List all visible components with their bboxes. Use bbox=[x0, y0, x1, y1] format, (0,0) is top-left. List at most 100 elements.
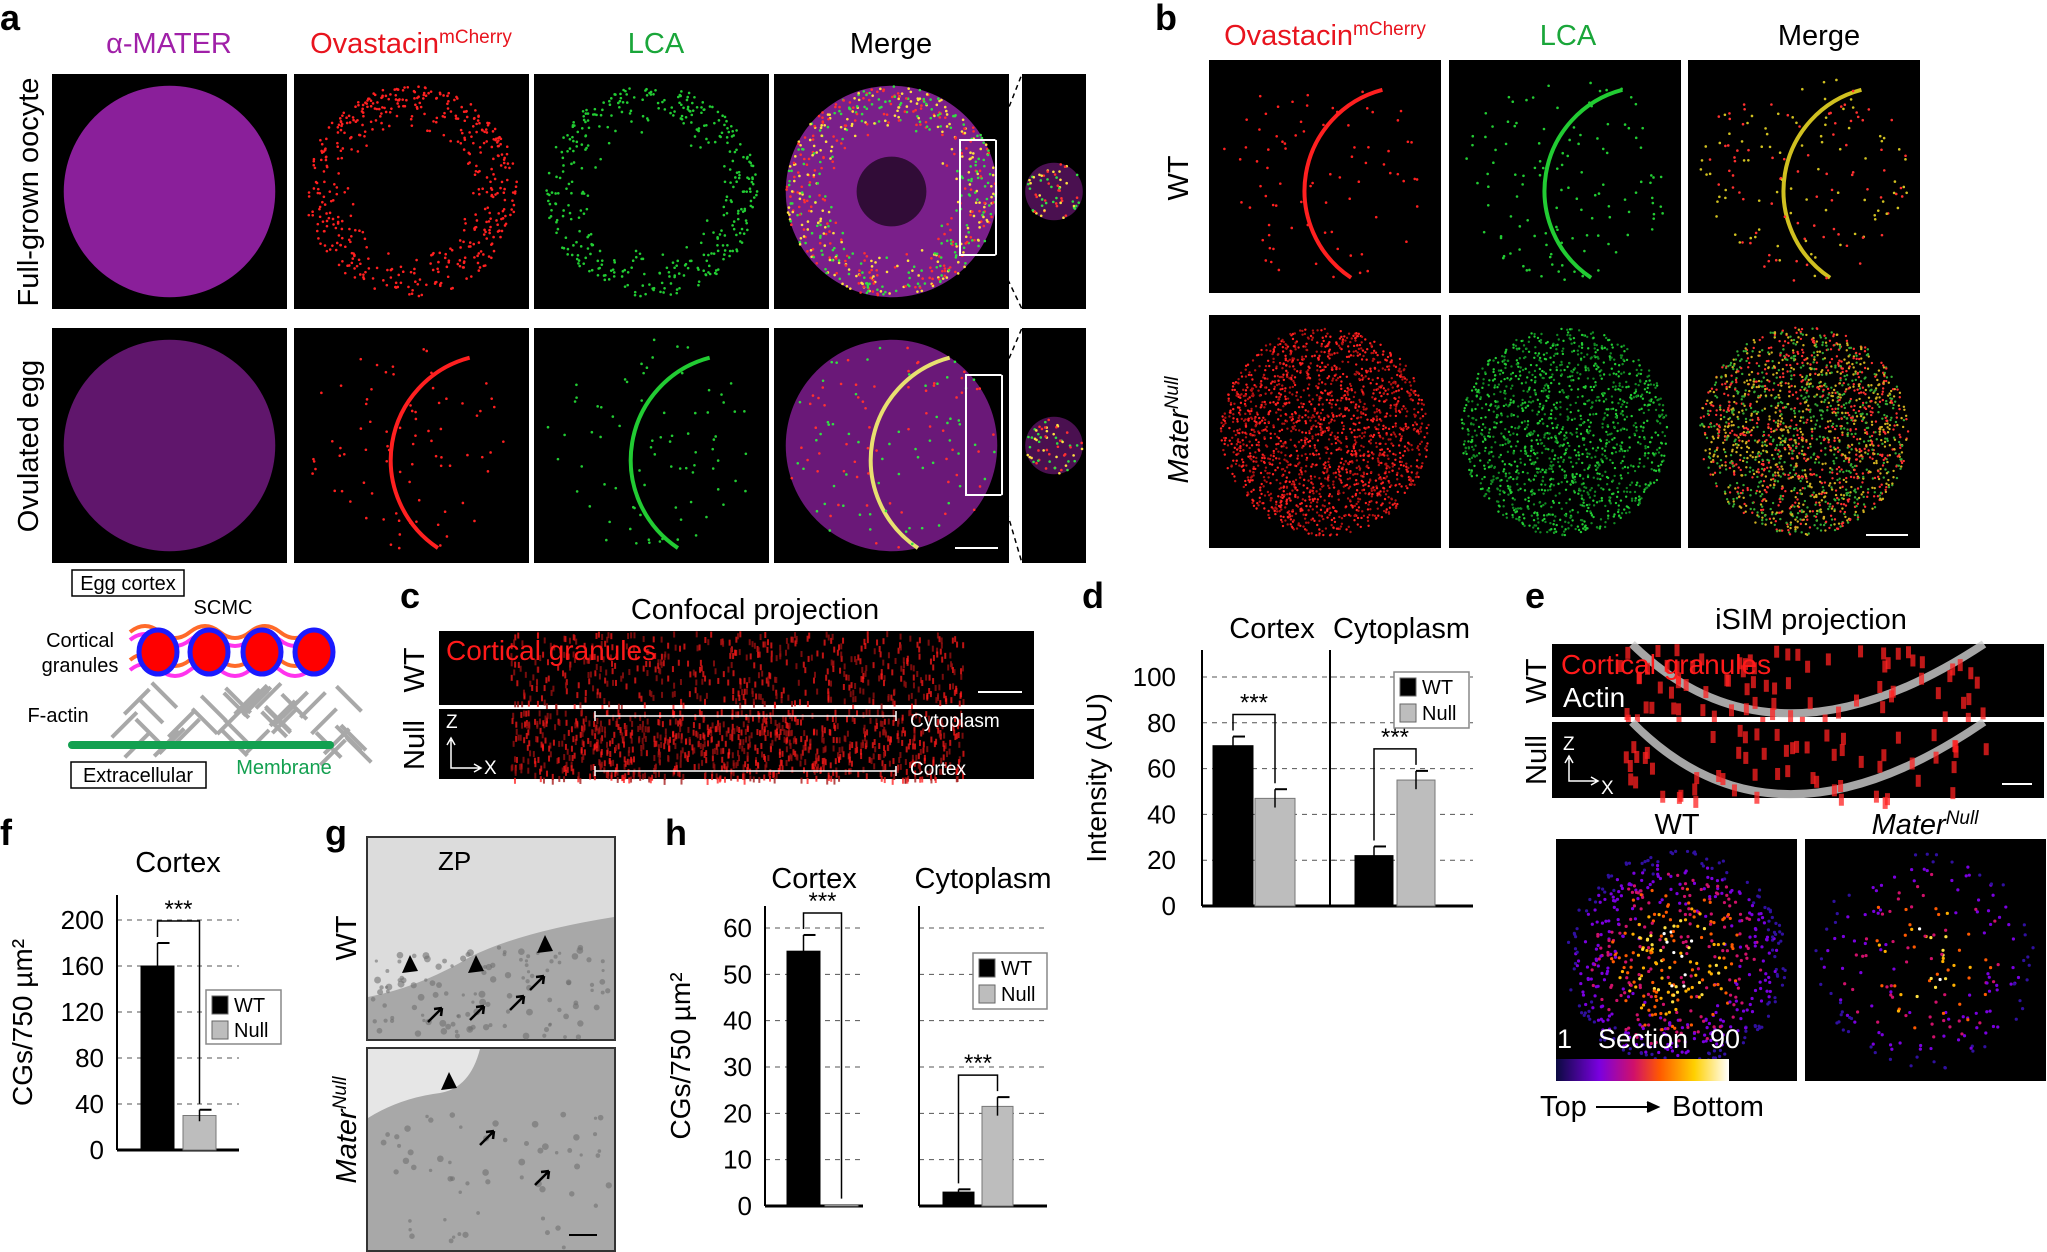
granule-dot bbox=[1332, 483, 1335, 486]
granule-dot bbox=[1571, 508, 1574, 512]
granule-dot bbox=[1340, 421, 1344, 424]
granule-dot bbox=[1265, 429, 1269, 433]
granule-dot bbox=[1610, 395, 1614, 398]
granule-dot bbox=[1277, 337, 1280, 340]
granule-dot bbox=[353, 228, 357, 232]
granule-dot bbox=[1313, 407, 1317, 411]
granule-dot bbox=[1413, 407, 1416, 411]
granule-dot bbox=[877, 98, 881, 101]
granule-dot bbox=[1239, 401, 1243, 405]
granule-dot bbox=[1339, 399, 1342, 402]
granule-dot bbox=[722, 213, 726, 217]
granule-dot bbox=[855, 475, 859, 479]
granule-dot bbox=[1290, 412, 1294, 416]
granule-dot bbox=[1577, 409, 1580, 412]
granule-dot bbox=[1055, 455, 1058, 459]
granule-dot bbox=[1559, 400, 1562, 404]
granule-dot bbox=[807, 157, 811, 161]
granule-dot bbox=[1366, 516, 1369, 519]
granule-dot bbox=[336, 222, 340, 225]
granule-dot bbox=[1035, 195, 1039, 199]
granule-dot bbox=[1517, 347, 1521, 350]
granule-dot bbox=[1312, 424, 1315, 427]
granule-dot bbox=[464, 222, 467, 225]
granule-dot bbox=[1030, 436, 1034, 439]
granule-dot bbox=[723, 164, 726, 168]
granule-dot bbox=[623, 268, 627, 272]
granule-dot bbox=[1625, 428, 1629, 432]
granule-dot bbox=[1357, 416, 1360, 419]
granule-dot bbox=[586, 247, 590, 250]
granule-dot bbox=[1635, 374, 1639, 377]
granule-dot bbox=[697, 280, 701, 283]
granule-dot bbox=[1741, 122, 1745, 126]
granule-dot bbox=[1524, 452, 1527, 455]
granule-dot bbox=[711, 467, 715, 470]
granule-dot bbox=[1400, 387, 1403, 391]
granule-dot bbox=[1655, 382, 1659, 385]
granule-dot bbox=[1358, 271, 1362, 275]
granule-dot bbox=[1605, 430, 1608, 434]
granule-dot bbox=[618, 424, 621, 428]
granule-dot bbox=[1313, 446, 1317, 450]
granule-dot bbox=[394, 512, 398, 515]
granule-dot bbox=[1386, 447, 1389, 451]
granule-dot bbox=[1282, 486, 1285, 489]
granule-dot bbox=[855, 112, 859, 116]
granule-dot bbox=[1544, 483, 1547, 486]
granule-dot bbox=[920, 289, 924, 293]
granule-dot bbox=[1318, 378, 1321, 381]
granule-dot bbox=[854, 392, 858, 396]
granule-dot bbox=[1300, 502, 1303, 505]
granule-dot bbox=[1272, 449, 1275, 453]
zoom-box bbox=[959, 139, 997, 256]
granule-dot bbox=[1471, 143, 1474, 147]
granule-dot bbox=[1050, 185, 1053, 189]
granule-dot bbox=[1873, 218, 1877, 221]
granule-dot bbox=[505, 145, 509, 149]
granule-dot bbox=[493, 177, 497, 181]
granule-dot bbox=[862, 96, 865, 100]
granule-dot bbox=[645, 87, 648, 91]
granule-dot bbox=[690, 113, 694, 117]
granule-dot bbox=[729, 181, 732, 184]
granule-dot bbox=[916, 290, 919, 293]
granule-dot bbox=[1311, 508, 1314, 511]
granule-dot bbox=[917, 116, 921, 120]
granule-dot bbox=[1251, 359, 1255, 362]
granule-dot bbox=[566, 253, 569, 256]
granule-dot bbox=[1376, 353, 1379, 357]
granule-dot bbox=[1524, 498, 1527, 501]
granule-dot bbox=[646, 119, 650, 122]
granule-dot bbox=[1559, 518, 1562, 522]
granule-dot bbox=[1573, 367, 1577, 370]
granule-dot bbox=[1282, 515, 1285, 519]
granule-dot bbox=[1396, 401, 1399, 405]
granule-dot bbox=[497, 144, 501, 148]
granule-dot bbox=[414, 410, 417, 414]
granule-dot bbox=[1500, 354, 1504, 358]
granule-dot bbox=[1339, 441, 1343, 445]
granule-dot bbox=[1470, 409, 1474, 412]
granule-dot bbox=[975, 387, 979, 391]
granule-dot bbox=[939, 256, 943, 259]
granule-dot bbox=[621, 270, 625, 273]
granule-dot bbox=[1289, 499, 1292, 502]
granule-dot bbox=[978, 485, 982, 488]
granule-dot bbox=[1318, 457, 1322, 460]
granule-dot bbox=[821, 209, 825, 212]
granule-dot bbox=[1370, 495, 1374, 498]
granule-dot bbox=[1505, 516, 1509, 519]
granule-dot bbox=[796, 462, 800, 465]
granule-dot bbox=[1343, 394, 1347, 397]
granule-dot bbox=[671, 261, 675, 264]
granule-dot bbox=[1590, 486, 1593, 490]
granule-dot bbox=[1548, 485, 1552, 488]
granule-dot bbox=[907, 427, 910, 431]
granule-dot bbox=[831, 160, 835, 163]
granule-dot bbox=[1341, 338, 1345, 341]
granule-dot bbox=[1542, 492, 1545, 495]
granule-dot bbox=[1401, 454, 1405, 457]
granule-dot bbox=[1255, 507, 1258, 510]
granule-dot bbox=[1382, 392, 1385, 395]
